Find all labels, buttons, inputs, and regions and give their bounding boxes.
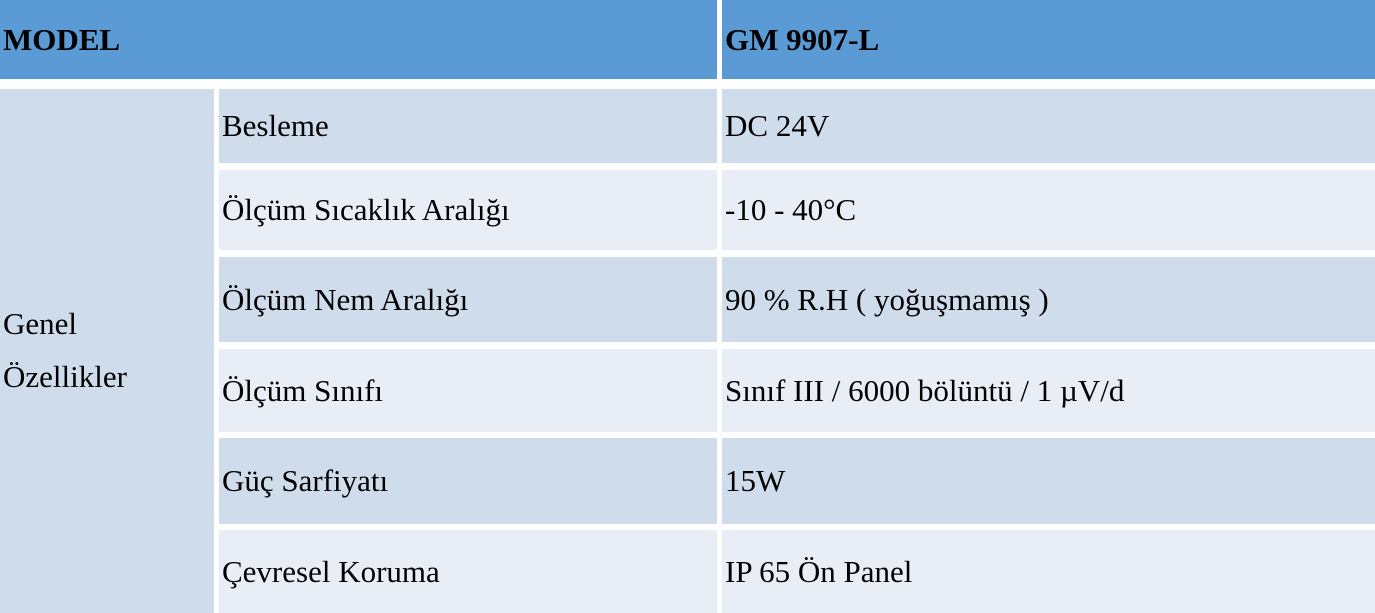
category-label-line1: Genel <box>3 306 78 342</box>
row-value-sicaklik-araligi: -10 - 40°C <box>722 170 1375 250</box>
row-label-olcum-sinifi: Ölçüm Sınıfı <box>219 349 717 432</box>
header-model-cell: MODEL <box>0 0 717 79</box>
row-value-nem-araligi: 90 % R.H ( yoğuşmamış ) <box>722 257 1375 342</box>
header-model-value-cell: GM 9907-L <box>722 0 1375 79</box>
row-label-besleme: Besleme <box>219 89 717 163</box>
row-label-cevresel-koruma: Çevresel Koruma <box>219 530 717 613</box>
row-value-guc-sarfiyati: 15W <box>722 438 1375 524</box>
row-label-guc-sarfiyati: Güç Sarfiyatı <box>219 438 717 524</box>
row-label-nem-araligi: Ölçüm Nem Aralığı <box>219 257 717 342</box>
row-value-cevresel-koruma: IP 65 Ön Panel <box>722 530 1375 613</box>
row-value-olcum-sinifi: Sınıf III / 6000 bölüntü / 1 µV/d <box>722 349 1375 432</box>
row-value-besleme: DC 24V <box>722 89 1375 163</box>
category-label-line2: Özellikler <box>3 359 127 394</box>
category-label: Genel Özellikler <box>3 298 127 403</box>
row-label-sicaklik-araligi: Ölçüm Sıcaklık Aralığı <box>219 170 717 250</box>
category-cell-genel-ozellikler: Genel Özellikler <box>0 89 214 613</box>
